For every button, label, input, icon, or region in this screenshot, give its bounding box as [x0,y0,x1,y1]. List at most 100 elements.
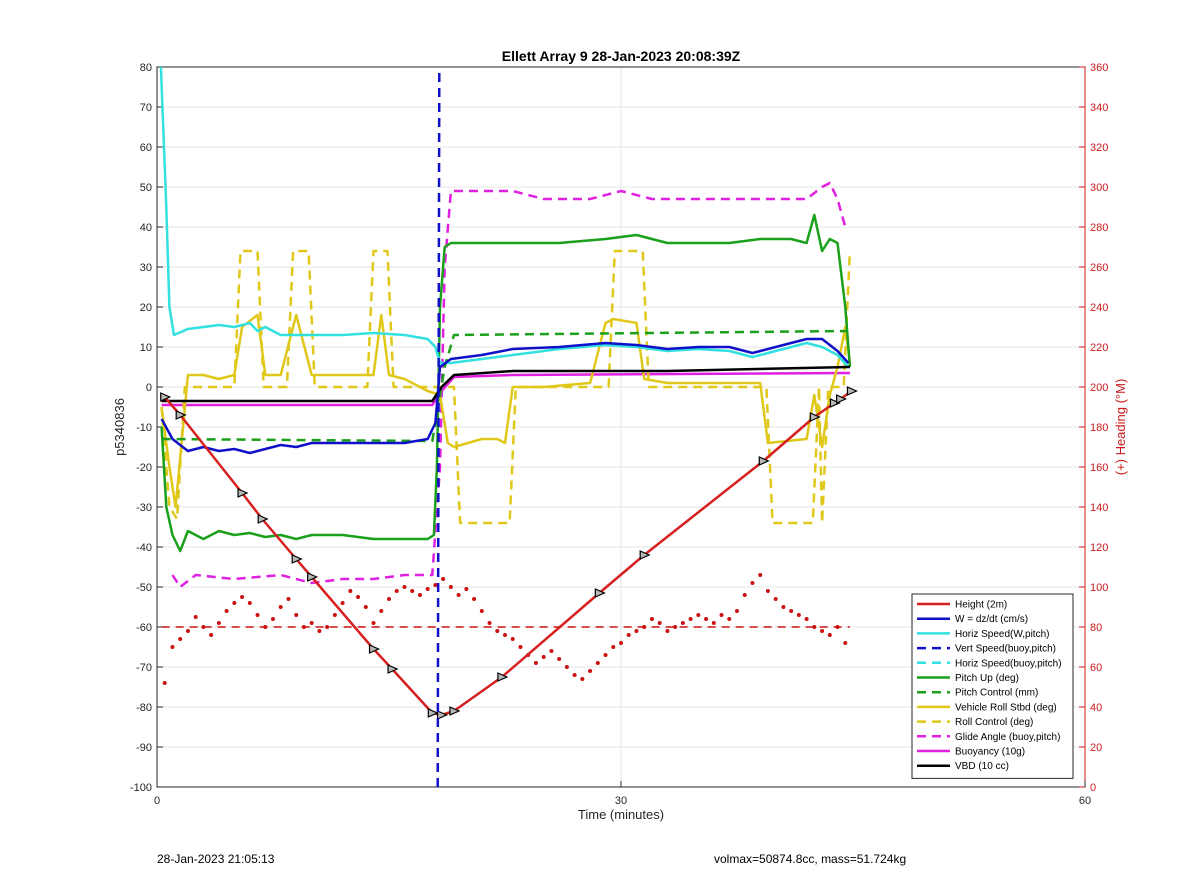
heading-point [162,681,167,685]
heading-point [765,589,770,593]
heading-point [255,613,260,617]
heading-point [541,655,546,659]
heading-point [271,617,275,621]
y2-tick-label: 100 [1090,582,1108,594]
y2-tick-label: 240 [1090,302,1108,314]
y-tick-label: -50 [136,582,152,594]
heading-point [820,629,825,633]
legend-label: Height (2m) [955,600,1007,611]
y2-tick-label: 60 [1090,662,1102,674]
series-line-vbd-10-cc [161,365,850,403]
heading-point [742,593,747,597]
legend-label: W = dz/dt (cm/s) [955,614,1028,625]
legend-label: Horiz Speed(buoy,pitch) [955,658,1062,669]
height-marker [237,488,249,498]
heading-point [387,597,391,601]
y2-tick-label: 200 [1090,382,1108,394]
footer-timestamp: 28-Jan-2023 21:05:13 [157,852,275,866]
heading-point [719,613,724,617]
heading-point [240,595,245,599]
legend-label: Roll Control (deg) [955,717,1033,728]
height-marker [368,644,381,654]
series-line-vehicle-roll-stbd-deg [160,313,852,509]
heading-point [363,605,368,609]
y-tick-label: -10 [136,422,152,434]
heading-point [804,617,809,621]
heading-point [711,621,716,625]
x-tick-label: 30 [615,795,627,807]
y-tick-label: -20 [136,462,152,474]
heading-point [340,601,345,605]
heading-point [479,609,484,613]
heading-point [317,629,322,633]
heading-point [441,577,446,581]
y-tick-label: -90 [136,742,152,754]
heading-point [758,573,763,577]
y-tick-label: -100 [130,782,152,794]
y-tick-label: -30 [136,502,152,514]
height-marker [436,710,449,720]
legend-label: VBD (10 cc) [955,761,1009,772]
heading-point [619,641,623,645]
plot-series-group [159,67,858,787]
heading-point [487,621,492,625]
heading-point [781,605,786,609]
y-axis-label: p5340836 [112,398,127,456]
y2-tick-label: 20 [1090,742,1102,754]
series-line-horiz-speed-w-pitch [159,67,850,368]
heading-point [371,621,376,625]
heading-point [216,621,221,625]
heading-point [649,617,654,621]
heading-point [688,617,693,621]
heading-point [657,621,662,625]
y-tick-label: -80 [136,702,152,714]
y-tick-label: 70 [140,102,152,114]
y-tick-label: -40 [136,542,152,554]
heading-point [332,613,337,617]
y-tick-label: -70 [136,662,152,674]
heading-point [665,629,670,633]
heading-point [518,645,523,649]
heading-point [564,665,569,669]
height-marker [836,394,848,404]
heading-point [247,601,252,605]
y-tick-label: 80 [140,62,152,74]
y2-tick-label: 340 [1090,102,1108,114]
heading-point [294,613,299,617]
series-line-buoyancy-10g [161,371,850,407]
legend-label: Vehicle Roll Stbd (deg) [955,702,1057,713]
legend-label: Vert Speed(buoy,pitch) [955,644,1056,655]
y2-tick-label: 360 [1090,62,1108,74]
heading-point [286,597,291,601]
height-marker [291,554,303,564]
heading-point [533,661,538,665]
heading-point [603,653,608,657]
heading-point [503,633,507,637]
heading-point [510,637,515,641]
y-tick-label: 60 [140,142,152,154]
y-tick-label: -60 [136,622,152,634]
y2-tick-label: 320 [1090,142,1108,154]
heading-point [773,597,778,601]
y2-tick-label: 280 [1090,222,1108,234]
y-tick-label: 10 [140,342,152,354]
y-tick-label: 40 [140,222,152,234]
height-marker [160,392,172,402]
height-marker [758,456,770,466]
y-tick-label: 50 [140,182,152,194]
heading-point [735,609,739,613]
legend: Height (2m) W = dz/dt (cm/s) Horiz Speed(W… [911,593,1074,779]
heading-point [433,583,438,587]
heading-point [410,589,415,593]
heading-point [673,625,678,629]
heading-point [827,633,832,637]
height-marker [175,410,187,420]
heading-point [750,581,755,585]
heading-point [278,605,283,609]
heading-point [193,615,198,619]
height-marker [307,572,319,582]
heading-points [162,573,848,685]
heading-point [201,625,206,629]
legend-box [911,593,1074,779]
